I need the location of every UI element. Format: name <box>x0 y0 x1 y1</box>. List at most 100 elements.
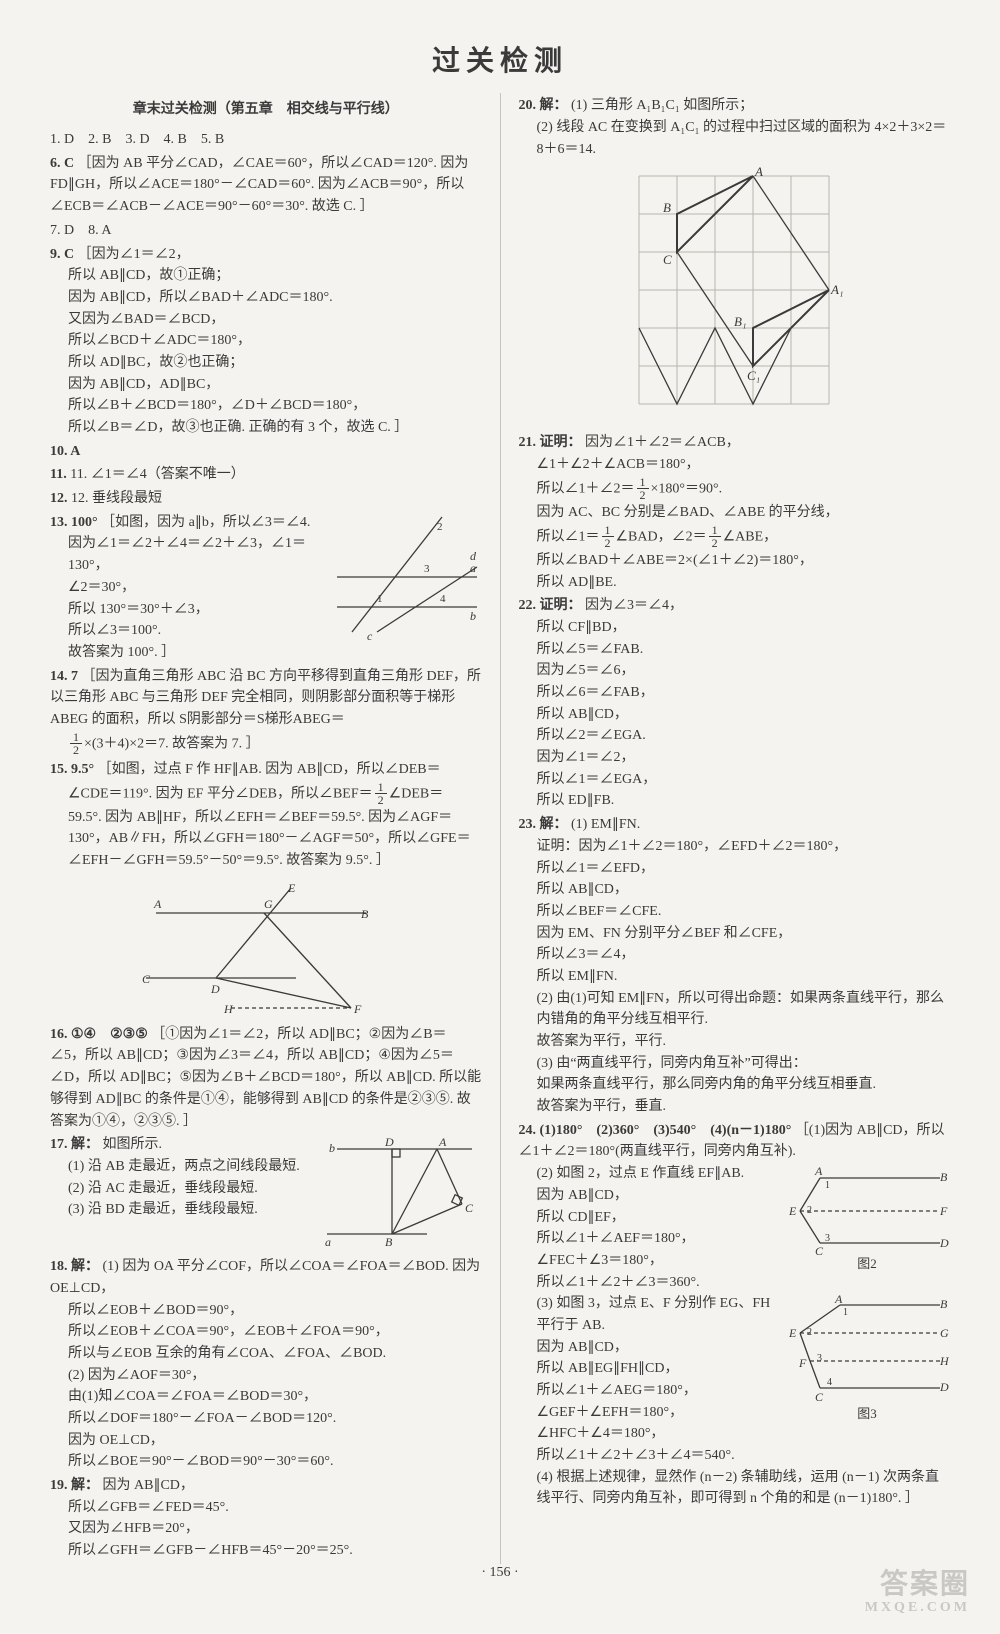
f2-1: 1 <box>825 1180 830 1191</box>
q17-label-C: C <box>465 1201 474 1215</box>
q13-label-b: b <box>470 609 476 623</box>
q20-l2: (2) 线段 AC 在变换到 A₁C₁ 的过程中扫过区域的面积为 4×2＋3×2… <box>519 117 951 160</box>
q22-l1: 因为∠3＝∠4， <box>585 598 683 613</box>
q17-label-B: B <box>385 1235 393 1249</box>
q15-label-E: E <box>287 881 296 895</box>
q15-fraction: 12 <box>375 781 387 807</box>
q17: a b A B C D 17. 解： 如图所示. (1) 沿 AB 走最近，两点… <box>50 1134 482 1254</box>
q19: 19. 解： 因为 AB∥CD， 所以∠GFB＝∠FED＝45°. 又因为∠HF… <box>50 1475 482 1562</box>
q9-num: 9. C <box>50 247 74 262</box>
q17-label-b: b <box>329 1141 335 1155</box>
q21-l3-after: ×180°＝90°. <box>651 481 723 496</box>
q20-diagram: A B C A₁ B₁ C₁ <box>619 166 849 426</box>
q13: a b c d 1 2 3 4 13. 100° ［如图，因为 a∥b，所以∠3… <box>50 512 482 664</box>
watermark-sub: MXQE.COM <box>865 1600 970 1615</box>
q15-label-C: C <box>142 972 151 986</box>
q13-label-d: d <box>470 549 477 563</box>
q22-l4: 因为∠5＝∠6， <box>519 660 951 682</box>
q21-l5-after: ∠ABE， <box>723 529 778 544</box>
q24-l7: 所以∠1＋∠2＋∠3＝360°. <box>519 1272 951 1294</box>
q15-line3: 59.5°. 因为 AB∥HF，所以∠EFH＝∠BEF＝59.5°. 因为∠AG… <box>50 807 482 872</box>
q20-label-C: C <box>663 252 672 267</box>
answers-7-8: 7. D 8. A <box>50 220 482 242</box>
q24-l15: (4) 根据上述规律，显然作 (n－2) 条辅助线，运用 (n－1) 次两条直线… <box>519 1467 951 1510</box>
f2-C: C <box>815 1244 824 1258</box>
section-heading: 章末过关检测（第五章 相交线与平行线） <box>50 99 482 121</box>
q23-l1: (1) EM∥FN. <box>571 817 640 832</box>
q15-num: 15. 9.5° <box>50 762 94 777</box>
q15-diagram: A B C D E F G H <box>116 878 416 1018</box>
q21-frac3: 12 <box>709 524 721 550</box>
q24-fig2-diagram: A B C D E F 1 2 3 图2 <box>785 1163 950 1273</box>
q6: 6. C ［因为 AB 平分∠CAD，∠CAE＝60°，所以∠CAD＝120°.… <box>50 153 482 218</box>
q12-text: 12. 垂线段最短 <box>71 491 162 506</box>
q11-text: 11. ∠1＝∠4（答案不唯一） <box>70 467 244 482</box>
q23: 23. 解： (1) EM∥FN. 证明：因为∠1＋∠2＝180°，∠EFD＋∠… <box>519 814 951 1118</box>
q18-l3: 所以∠EOB＋∠COA＝90°，∠EOB＋∠FOA＝90°， <box>50 1321 482 1343</box>
f3-2: 2 <box>807 1327 812 1338</box>
q20-label-B: B <box>663 200 671 215</box>
fig2-caption: 图2 <box>857 1256 877 1271</box>
q15-label-G: G <box>264 897 273 911</box>
f3-G: G <box>940 1326 949 1340</box>
q13-angle-4: 4 <box>440 593 446 605</box>
q9-line7: 因为 AB∥CD，AD∥BC， <box>50 374 482 396</box>
q13-angle-1: 1 <box>377 593 383 605</box>
q11: 11. 11. ∠1＝∠4（答案不唯一） <box>50 464 482 486</box>
f2-B: B <box>940 1170 948 1184</box>
q18-num: 18. 解： <box>50 1259 99 1274</box>
q21-l5-before: 所以∠1＝ <box>537 529 600 544</box>
f3-A: A <box>834 1293 843 1306</box>
q13-line6: 故答案为 100°. ］ <box>50 642 482 664</box>
q17-num: 17. 解： <box>50 1137 99 1152</box>
f3-F: F <box>798 1356 807 1370</box>
q18-l7: 所以∠DOF＝180°－∠FOA－∠BOD＝120°. <box>50 1408 482 1430</box>
q15-l2-after: ∠DEB＝ <box>389 786 444 801</box>
q20-label-C1: C₁ <box>747 368 760 383</box>
q23-num: 23. 解： <box>519 817 568 832</box>
q12: 12. 12. 垂线段最短 <box>50 488 482 510</box>
q17-label-D: D <box>384 1135 394 1149</box>
q21-l5-mid: ∠BAD，∠2＝ <box>616 529 707 544</box>
f2-A: A <box>814 1164 823 1178</box>
q21-frac2: 12 <box>602 524 614 550</box>
f3-B: B <box>940 1297 948 1311</box>
f2-D: D <box>939 1236 949 1250</box>
q13-num: 13. 100° <box>50 515 98 530</box>
left-column: 章末过关检测（第五章 相交线与平行线） 1. D 2. B 3. D 4. B … <box>50 93 482 1563</box>
q13-line1: ［如图，因为 a∥b，所以∠3＝∠4. <box>101 515 310 530</box>
q22-num: 22. 证明： <box>519 598 582 613</box>
q18-l8: 因为 OE⊥CD， <box>50 1430 482 1452</box>
q9-line9: 所以∠B＝∠D，故③也正确. 正确的有 3 个，故选 C. ］ <box>50 417 482 439</box>
q13-label-c: c <box>367 629 373 642</box>
f3-C: C <box>815 1390 824 1404</box>
q15-label-D: D <box>210 982 220 996</box>
q15: 15. 9.5° ［如图，过点 F 作 HF∥AB. 因为 AB∥CD，所以∠D… <box>50 759 482 1018</box>
q18-l1: (1) 因为 OA 平分∠COF，所以∠COA＝∠FOA＝∠BOD. 因为 OE… <box>50 1259 480 1296</box>
q21-l4: 因为 AC、BC 分别是∠BAD、∠ABE 的平分线， <box>519 502 951 524</box>
f2-F: F <box>939 1204 948 1218</box>
q18-l2: 所以∠EOB＋∠BOD＝90°， <box>50 1300 482 1322</box>
q22-l5: 所以∠6＝∠FAB， <box>519 682 951 704</box>
q17-diagram: a b A B C D <box>317 1134 482 1254</box>
fig3-caption: 图3 <box>857 1406 877 1421</box>
q20: 20. 解： (1) 三角形 A₁B₁C₁ 如图所示； (2) 线段 AC 在变… <box>519 95 951 426</box>
q21-l7: 所以 AD∥BE. <box>519 572 951 594</box>
q15-line2: ∠CDE＝119°. 因为 EF 平分∠DEB，所以∠BEF＝12∠DEB＝ <box>50 781 482 807</box>
q20-label-A: A <box>754 166 763 179</box>
q16-text: ［①因为∠1＝∠2，所以 AD∥BC；②因为∠B＝∠5，所以 AB∥CD；③因为… <box>50 1027 481 1129</box>
q9-line6: 所以 AD∥BC，故②也正确； <box>50 352 482 374</box>
f3-H: H <box>939 1354 950 1368</box>
q22: 22. 证明： 因为∠3＝∠4， 所以 CF∥BD， 所以∠5＝∠FAB. 因为… <box>519 595 951 812</box>
q21-l6: 所以∠BAD＋∠ABE＝2×(∠1＋∠2)＝180°， <box>519 550 951 572</box>
q15-label-A: A <box>153 897 162 911</box>
q22-l8: 因为∠1＝∠2， <box>519 747 951 769</box>
q13-angle-2: 2 <box>437 521 443 533</box>
f3-3: 3 <box>817 1353 822 1364</box>
q15-label-H: H <box>223 1002 234 1016</box>
q9-line2: 所以 AB∥CD，故①正确； <box>50 265 482 287</box>
q24-num: 24. (1)180° (2)360° (3)540° (4)(n－1)180° <box>519 1123 792 1138</box>
q24: 24. (1)180° (2)360° (3)540° (4)(n－1)180°… <box>519 1120 951 1510</box>
q18-l9: 所以∠BOE＝90°－∠BOD＝90°－30°＝60°. <box>50 1451 482 1473</box>
q21-num: 21. 证明： <box>519 435 582 450</box>
